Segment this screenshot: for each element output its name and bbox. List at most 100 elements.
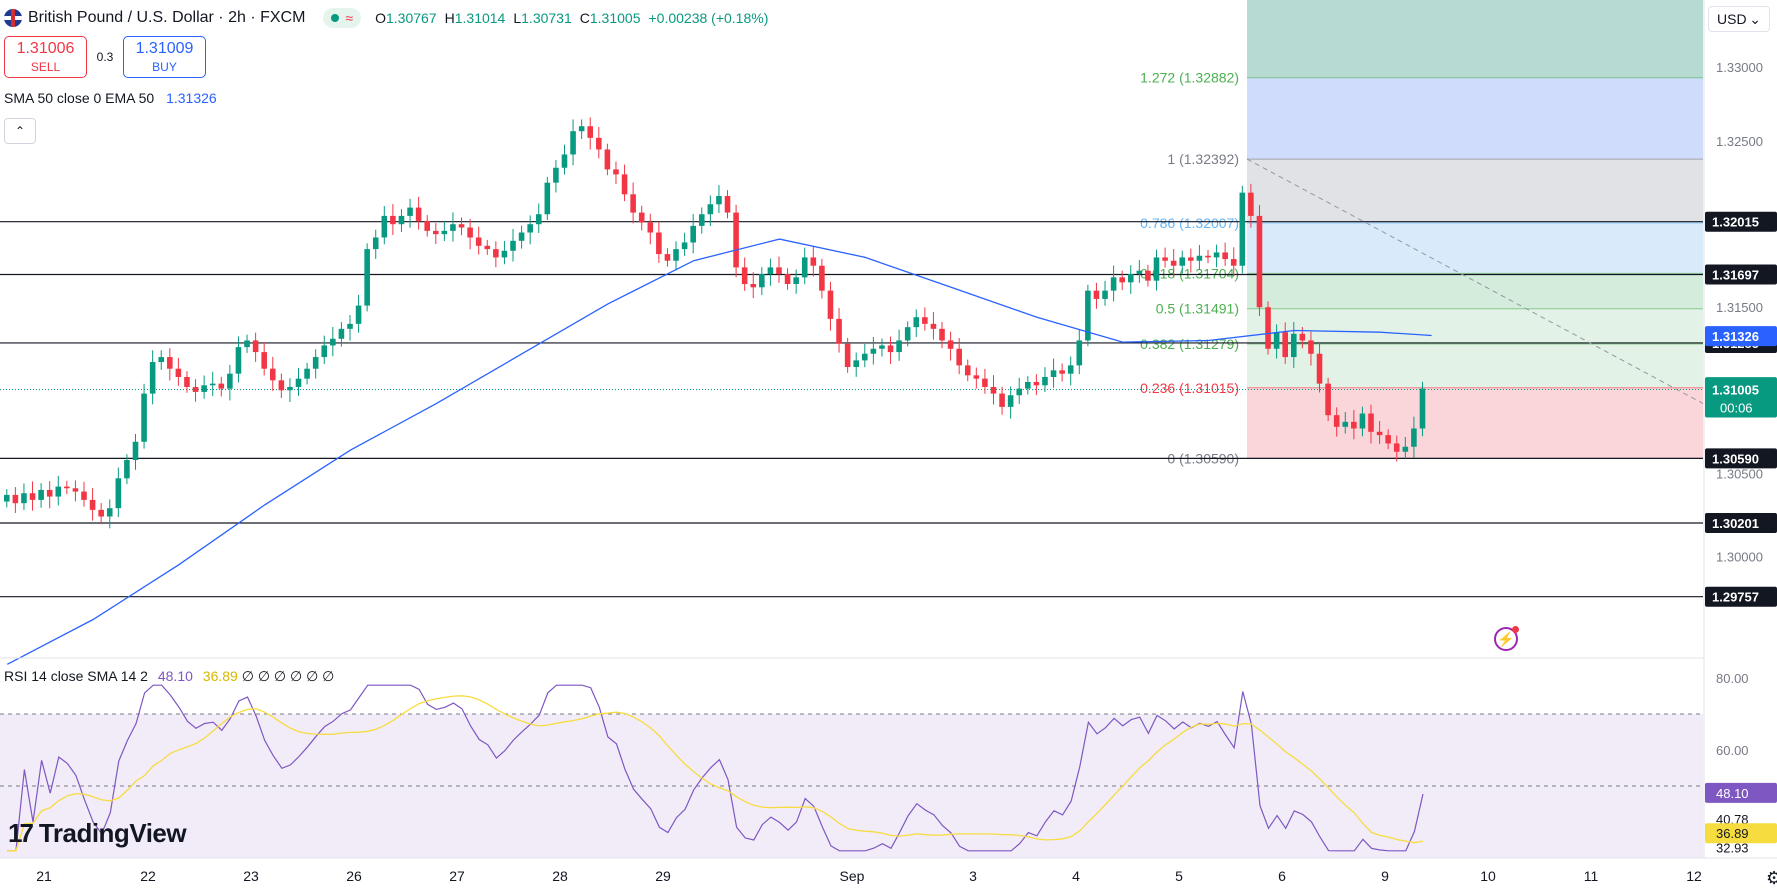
- candle: [716, 185, 722, 214]
- candle-body: [1273, 332, 1280, 349]
- candle-body: [38, 489, 44, 500]
- candle: [390, 204, 396, 235]
- candle-body: [596, 137, 602, 150]
- candle: [1007, 386, 1014, 419]
- candle: [844, 337, 851, 373]
- candle: [64, 480, 70, 495]
- candle-body: [1291, 333, 1297, 358]
- candle-body: [904, 327, 911, 341]
- candle: [1230, 247, 1237, 277]
- candle-body: [990, 386, 997, 394]
- candle-body: [956, 348, 962, 366]
- candle: [827, 281, 834, 331]
- price-tick-label: 1.32500: [1716, 134, 1763, 149]
- candle: [141, 383, 147, 449]
- candle: [836, 308, 842, 353]
- time-tick-label: Sep: [840, 868, 865, 884]
- time-tick-label: 27: [449, 868, 465, 884]
- candle: [819, 258, 825, 299]
- symbol-title[interactable]: British Pound / U.S. Dollar · 2h · FXCM: [28, 9, 306, 26]
- candle: [759, 267, 765, 296]
- candle: [767, 258, 774, 286]
- tradingview-logo[interactable]: 17 TradingView: [8, 818, 187, 849]
- candle-body: [1170, 260, 1177, 266]
- gear-icon[interactable]: ⚙: [1766, 868, 1777, 888]
- time-tick-label: 29: [655, 868, 671, 884]
- candle: [304, 362, 310, 385]
- candle: [295, 367, 302, 396]
- candle: [338, 322, 345, 347]
- buy-button[interactable]: 1.31009 BUY: [123, 36, 206, 78]
- candle: [132, 433, 139, 470]
- time-tick-label: 5: [1175, 868, 1183, 884]
- price-tick-label: 1.30500: [1716, 466, 1763, 481]
- market-status[interactable]: ≈: [323, 8, 362, 28]
- candle: [1162, 247, 1168, 268]
- price-tick-label: 1.31500: [1716, 300, 1763, 315]
- candle: [630, 182, 636, 224]
- candle-body: [810, 257, 817, 266]
- candle-body: [124, 460, 130, 479]
- fib-zone: [1247, 77, 1703, 160]
- candle-body: [613, 169, 619, 175]
- candle: [741, 257, 748, 291]
- sell-button[interactable]: 1.31006 SELL: [4, 36, 87, 78]
- level-price-badge: 1.29757: [1712, 590, 1759, 605]
- candle: [441, 221, 448, 241]
- candle: [587, 117, 594, 150]
- candle-body: [784, 274, 791, 284]
- time-tick-label: 22: [140, 868, 156, 884]
- rsi-legend[interactable]: RSI 14 close SMA 14 2 48.10 36.89 ∅ ∅ ∅ …: [4, 668, 334, 685]
- candle-body: [896, 340, 902, 353]
- candle: [939, 322, 945, 349]
- time-tick-label: 10: [1480, 868, 1496, 884]
- candle: [664, 248, 671, 267]
- candle-body: [450, 224, 456, 231]
- last-price-badge-bg: [1705, 379, 1777, 418]
- candle-body: [201, 385, 207, 392]
- candle: [167, 348, 173, 381]
- candle-body: [913, 317, 920, 328]
- candle: [690, 214, 696, 254]
- candle-body: [793, 277, 799, 284]
- candle: [681, 232, 688, 256]
- fib-zone: [1247, 223, 1703, 274]
- collapse-legend-button[interactable]: ⌃: [4, 118, 36, 144]
- fib-zone: [1247, 343, 1703, 388]
- sma-legend[interactable]: SMA 50 close 0 EMA 50 1.31326: [4, 90, 217, 106]
- candle: [458, 217, 465, 236]
- candle-body: [999, 393, 1005, 407]
- candle-body: [673, 249, 679, 261]
- candle: [621, 164, 628, 202]
- candle-body: [1153, 257, 1160, 281]
- candle: [1076, 329, 1083, 375]
- candle-body: [81, 491, 87, 500]
- candle: [1153, 249, 1160, 291]
- candle: [604, 143, 611, 176]
- candle: [887, 336, 894, 364]
- candle: [570, 119, 576, 166]
- candle-body: [759, 274, 765, 288]
- candle-body: [269, 368, 276, 381]
- candle: [535, 203, 542, 234]
- candle: [1342, 412, 1349, 434]
- candle: [1136, 259, 1143, 283]
- candle: [510, 229, 516, 262]
- candle: [98, 503, 104, 525]
- candle-body: [647, 222, 654, 233]
- candle-body: [664, 254, 671, 261]
- candle-body: [973, 375, 980, 379]
- flash-icon[interactable]: ⚡: [1494, 626, 1519, 651]
- fib-zone: [1247, 273, 1703, 309]
- candle-body: [1265, 307, 1271, 349]
- ohlc-low: L1.30731: [513, 10, 572, 26]
- candle-body: [930, 323, 937, 329]
- rsi-sma-legend-value: 36.89: [202, 668, 238, 684]
- candle-body: [192, 386, 199, 392]
- candle-body: [510, 240, 516, 251]
- currency-selector[interactable]: USD ⌄: [1708, 6, 1770, 32]
- candle: [698, 207, 705, 234]
- candle-body: [1188, 257, 1194, 261]
- candle: [1222, 242, 1228, 266]
